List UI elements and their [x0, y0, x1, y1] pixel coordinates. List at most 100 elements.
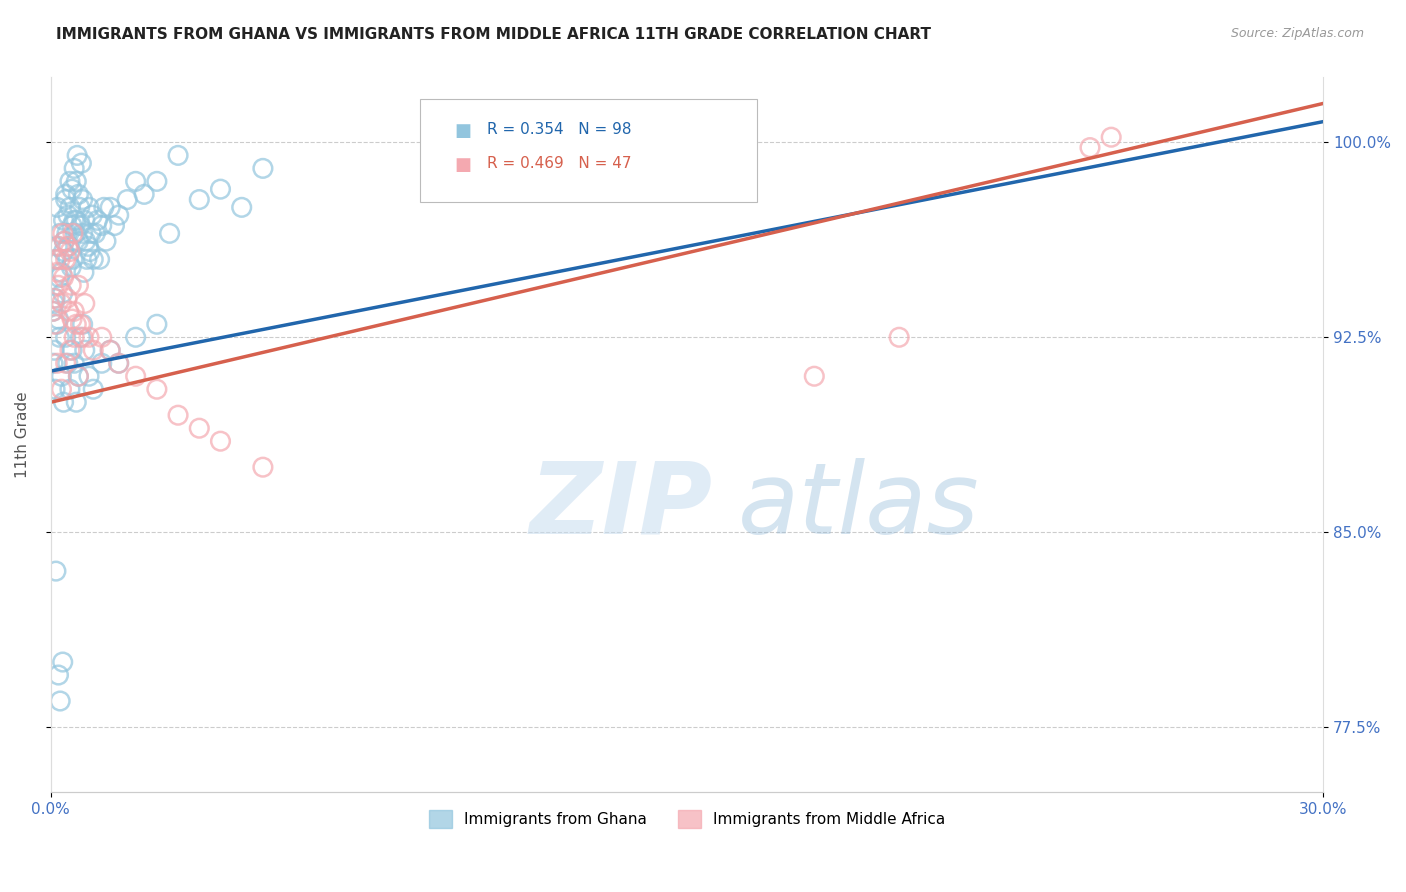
Point [67, 187, 90, 202]
Point [167, 408, 190, 422]
Point [63, 356, 86, 370]
Point [52, 270, 75, 285]
Point [42, 304, 65, 318]
Point [115, 193, 138, 207]
Point [60, 343, 83, 358]
Point [231, 200, 253, 214]
Point [48, 330, 70, 344]
Point [60, 260, 83, 274]
Point [72, 318, 94, 332]
Point [98, 343, 121, 358]
Point [45, 252, 67, 267]
Point [42, 304, 65, 318]
Point [107, 208, 129, 222]
Point [52, 395, 75, 409]
Point [209, 434, 232, 449]
Point [56, 227, 79, 241]
Point [44, 291, 66, 305]
Point [188, 421, 211, 435]
Point [65, 227, 87, 241]
Point [59, 382, 82, 396]
Point [52, 213, 75, 227]
Point [146, 174, 169, 188]
Point [46, 356, 69, 370]
Point [107, 356, 129, 370]
Point [60, 182, 83, 196]
Point [53, 234, 76, 248]
Point [69, 219, 91, 233]
Point [80, 227, 103, 241]
Point [49, 694, 72, 708]
Point [82, 208, 104, 222]
Point [159, 227, 181, 241]
Point [69, 330, 91, 344]
Point [124, 369, 146, 384]
Point [188, 193, 211, 207]
Point [72, 330, 94, 344]
Point [44, 382, 66, 396]
Point [56, 208, 79, 222]
Point [46, 200, 69, 214]
Point [60, 312, 83, 326]
Point [63, 330, 86, 344]
Point [44, 318, 66, 332]
Point [77, 369, 100, 384]
Point [67, 369, 90, 384]
Point [252, 161, 274, 176]
Point [45, 252, 67, 267]
Point [42, 356, 65, 370]
Point [60, 278, 83, 293]
Point [209, 182, 232, 196]
Point [1099, 130, 1122, 145]
Point [73, 265, 96, 279]
Point [44, 296, 66, 310]
Point [94, 234, 117, 248]
Point [58, 239, 80, 253]
Point [46, 239, 69, 253]
Text: R = 0.469   N = 47: R = 0.469 N = 47 [488, 156, 631, 171]
Y-axis label: 11th Grade: 11th Grade [15, 392, 30, 478]
Point [67, 369, 90, 384]
Point [73, 296, 96, 310]
Point [124, 174, 146, 188]
Point [48, 278, 70, 293]
Point [75, 234, 97, 248]
Point [93, 200, 115, 214]
Point [49, 227, 72, 241]
Point [51, 296, 73, 310]
Point [84, 227, 107, 241]
Point [134, 187, 156, 202]
Point [55, 187, 77, 202]
Point [124, 330, 146, 344]
Point [63, 304, 86, 318]
Point [51, 382, 73, 396]
Point [56, 291, 79, 305]
Point [72, 227, 94, 241]
Point [252, 460, 274, 475]
Point [98, 343, 121, 358]
Point [46, 318, 69, 332]
Point [59, 343, 82, 358]
Point [77, 330, 100, 344]
Text: R = 0.354   N = 98: R = 0.354 N = 98 [488, 122, 631, 137]
Point [55, 330, 77, 344]
Point [803, 369, 825, 384]
Text: Source: ZipAtlas.com: Source: ZipAtlas.com [1230, 27, 1364, 40]
Point [44, 291, 66, 305]
Point [55, 252, 77, 267]
Point [82, 343, 104, 358]
Point [59, 244, 82, 259]
Point [51, 265, 73, 279]
Point [52, 227, 75, 241]
Point [62, 227, 84, 241]
Point [55, 356, 77, 370]
Point [51, 369, 73, 384]
Point [66, 148, 89, 162]
Point [82, 382, 104, 396]
Point [48, 270, 70, 285]
Point [59, 200, 82, 214]
Text: IMMIGRANTS FROM GHANA VS IMMIGRANTS FROM MIDDLE AFRICA 11TH GRADE CORRELATION CH: IMMIGRANTS FROM GHANA VS IMMIGRANTS FROM… [56, 27, 931, 42]
Point [107, 356, 129, 370]
Point [67, 234, 90, 248]
Point [89, 252, 111, 267]
